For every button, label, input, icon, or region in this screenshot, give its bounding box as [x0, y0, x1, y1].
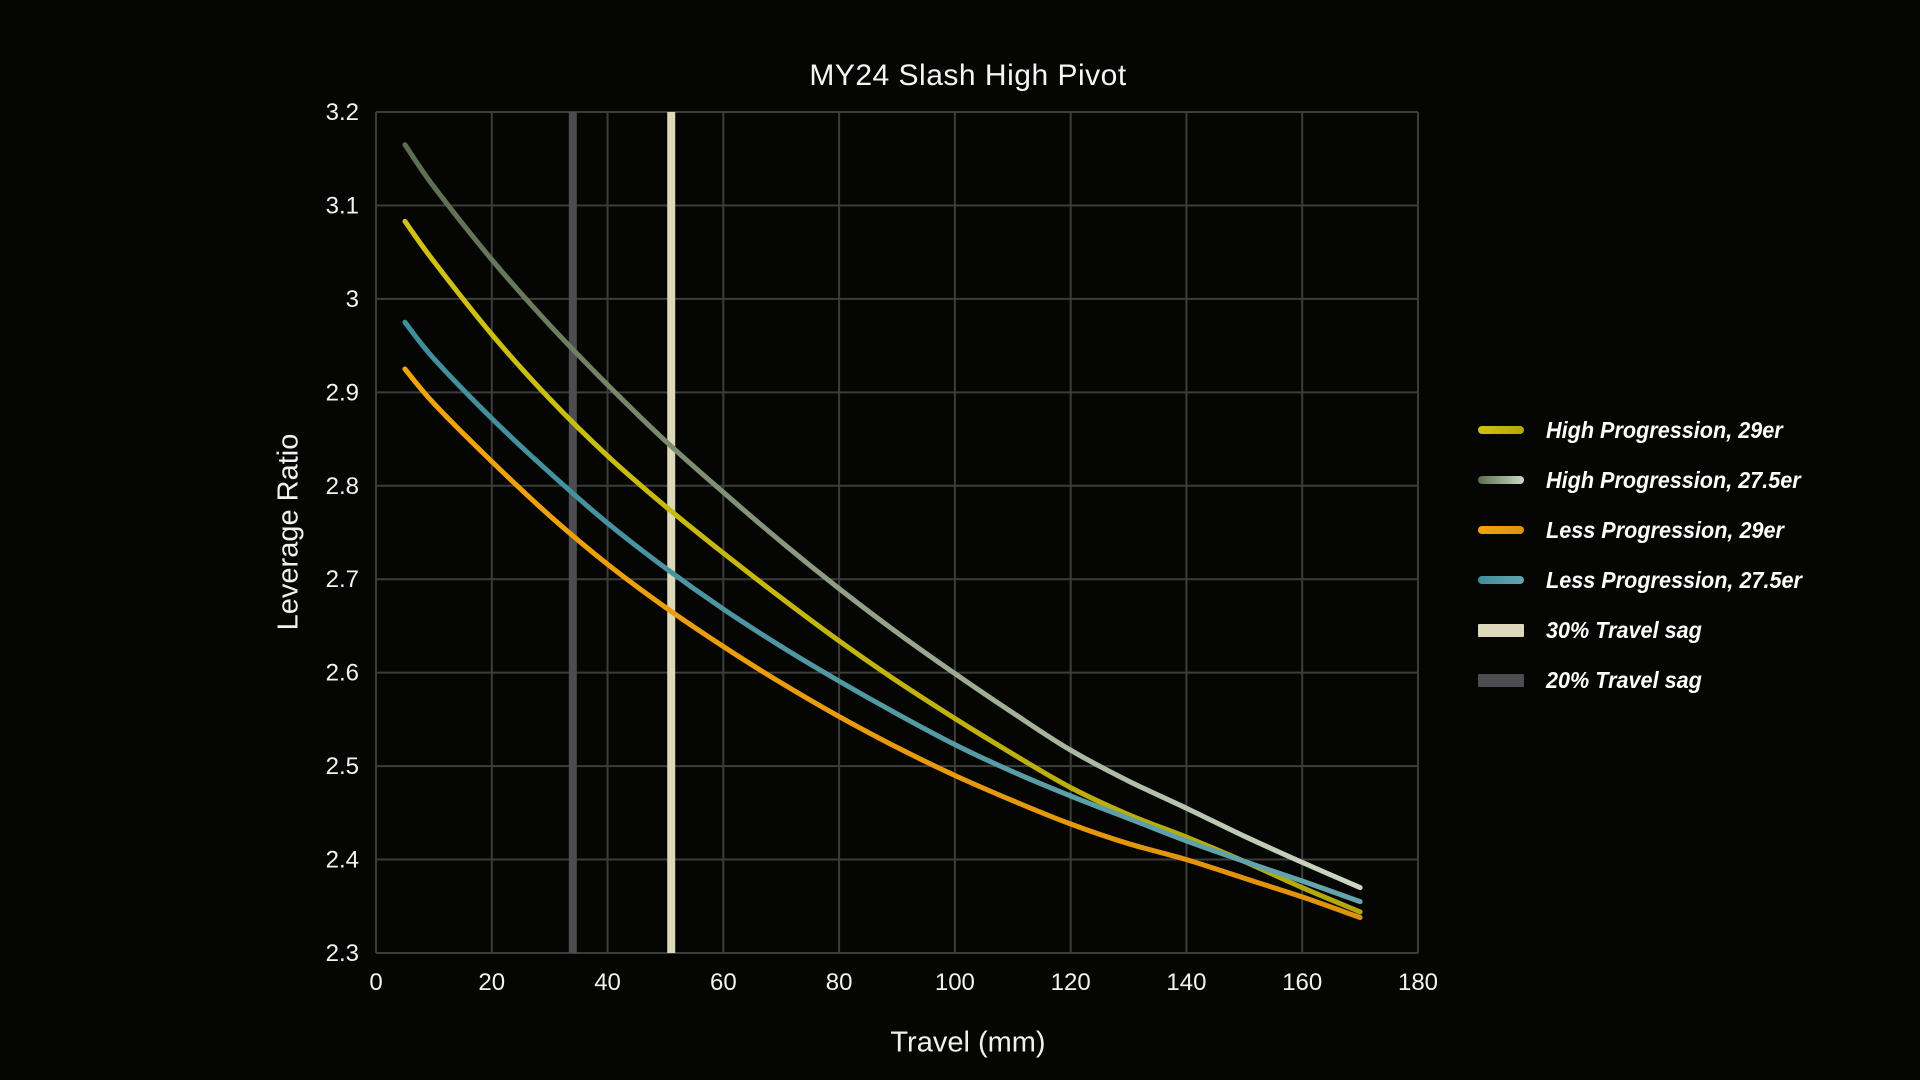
x-tick-label: 60: [710, 969, 737, 996]
legend-item: 30% Travel sag: [1478, 605, 1818, 655]
x-axis-tick-labels: 0 20 40 60 80 100 120 140 160 180: [369, 969, 1438, 996]
y-tick-label: 2.7: [326, 566, 359, 593]
legend-item: High Progression, 27.5er: [1478, 455, 1818, 505]
x-tick-label: 20: [478, 969, 505, 996]
curve-less-progression-27-5er: [402, 319, 1363, 905]
legend-item: Less Progression, 29er: [1478, 505, 1818, 555]
curve-high-progression-27-5er: [402, 142, 1363, 891]
legend-swatch: [1478, 623, 1524, 637]
legend-swatch: [1478, 476, 1524, 484]
curve-high-progression-29er: [402, 218, 1363, 915]
y-tick-label: 2.9: [326, 379, 359, 406]
legend-label: Less Progression, 29er: [1546, 516, 1784, 543]
legend-item: Less Progression, 27.5er: [1478, 555, 1818, 605]
legend-label: Less Progression, 27.5er: [1546, 566, 1802, 593]
x-axis-title: Travel (mm): [890, 1026, 1046, 1059]
legend-label: 20% Travel sag: [1546, 666, 1702, 693]
legend-label: High Progression, 29er: [1546, 416, 1783, 443]
y-tick-label: 3.1: [326, 192, 359, 219]
y-tick-label: 2.4: [326, 847, 359, 874]
y-tick-label: 3: [346, 286, 359, 313]
legend-item: 20% Travel sag: [1478, 655, 1818, 705]
legend-label: High Progression, 27.5er: [1546, 466, 1801, 493]
legend-swatch: [1478, 526, 1524, 534]
x-tick-label: 80: [826, 969, 853, 996]
y-tick-label: 3.2: [326, 99, 359, 126]
y-tick-label: 2.8: [326, 473, 359, 500]
y-tick-label: 2.6: [326, 660, 359, 687]
y-axis-title: Leverage Ratio: [272, 433, 305, 631]
x-tick-label: 0: [369, 969, 382, 996]
legend-label: 30% Travel sag: [1546, 616, 1702, 643]
x-tick-label: 40: [594, 969, 621, 996]
legend-swatch: [1478, 576, 1524, 584]
gridlines: [375, 111, 1419, 954]
leverage-curves: [402, 142, 1363, 920]
legend-swatch: [1478, 673, 1524, 687]
y-axis-tick-labels: 3.2 3.1 3 2.9 2.8 2.7 2.6 2.5 2.4 2.3: [326, 99, 359, 967]
chart-title: MY24 Slash High Pivot: [809, 59, 1127, 93]
y-tick-label: 2.5: [326, 753, 359, 780]
x-tick-label: 100: [935, 969, 975, 996]
x-tick-label: 120: [1051, 969, 1091, 996]
y-tick-label: 2.3: [326, 940, 359, 967]
legend-item: High Progression, 29er: [1478, 405, 1818, 455]
x-tick-label: 160: [1282, 969, 1322, 996]
x-tick-label: 140: [1166, 969, 1206, 996]
x-tick-label: 180: [1398, 969, 1438, 996]
legend: High Progression, 29er High Progression, …: [1478, 405, 1818, 705]
curve-less-progression-29er: [402, 366, 1363, 920]
legend-swatch: [1478, 426, 1524, 434]
